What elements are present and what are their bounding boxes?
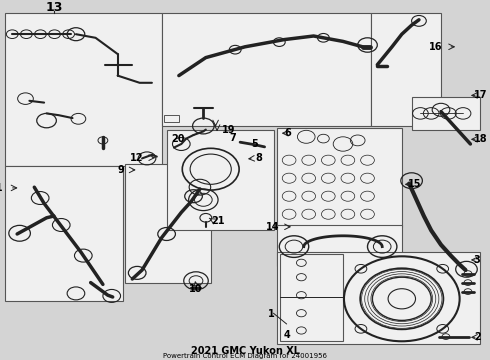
Text: 19: 19 [221,125,235,135]
Bar [167,130,274,230]
Bar [277,225,402,266]
Bar [277,128,402,227]
Bar [412,97,480,130]
Text: 5: 5 [251,139,258,149]
Bar [162,13,371,126]
Text: 10: 10 [189,284,203,294]
Text: 21: 21 [212,216,225,226]
Text: 13: 13 [45,1,63,14]
Text: 14: 14 [266,222,279,232]
Text: 16: 16 [429,42,442,52]
Bar [277,252,480,344]
Bar [280,254,343,341]
Text: 8: 8 [256,153,263,163]
Text: 20: 20 [171,134,185,144]
Text: Powertrain Control ECM Diagram for 24001956: Powertrain Control ECM Diagram for 24001… [163,354,327,359]
Text: 7: 7 [230,133,237,143]
Text: 17: 17 [474,90,488,100]
Text: 9: 9 [117,165,124,175]
Bar [5,13,162,166]
Bar [164,115,179,122]
Text: 15: 15 [408,179,421,189]
Text: 11: 11 [0,183,4,193]
Text: 6: 6 [285,128,292,138]
Bar [371,13,441,126]
Text: 2: 2 [474,332,481,342]
Text: 3: 3 [474,255,481,265]
Bar [125,164,211,283]
Text: 18: 18 [474,134,488,144]
Text: 1: 1 [268,309,274,319]
Bar [5,166,122,301]
Text: 12: 12 [130,153,144,163]
Text: 4: 4 [283,330,290,340]
Text: 2021 GMC Yukon XL: 2021 GMC Yukon XL [191,346,299,356]
